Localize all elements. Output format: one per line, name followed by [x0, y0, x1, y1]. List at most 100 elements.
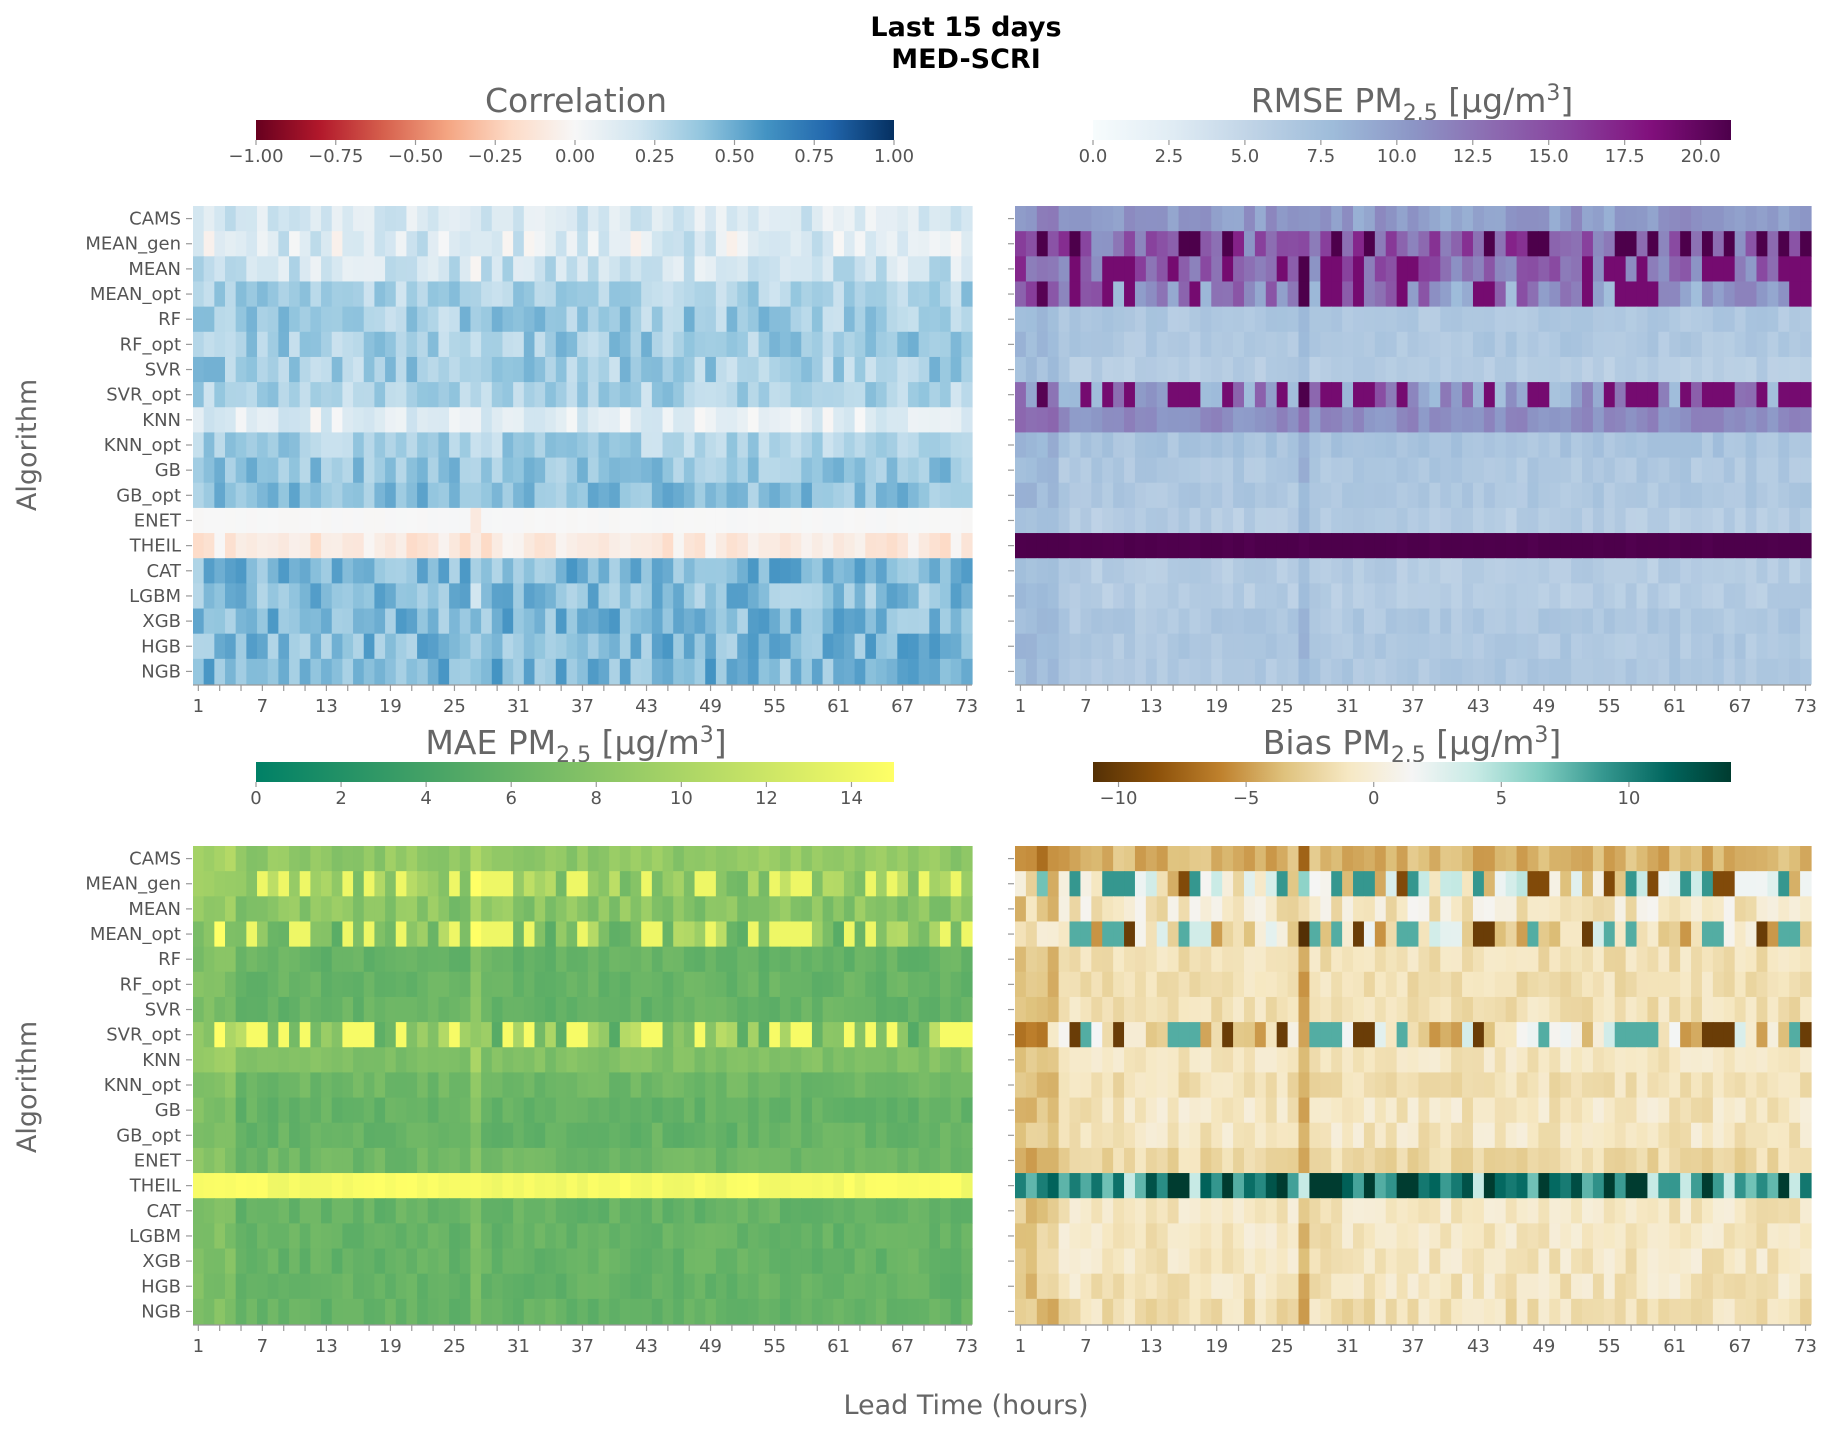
- heatmap-cell: [1712, 407, 1725, 434]
- heatmap-cell: [1276, 382, 1289, 408]
- heatmap-cell: [822, 871, 834, 897]
- heatmap-cell: [939, 231, 952, 257]
- heatmap-cell: [1516, 946, 1529, 973]
- heatmap-cell: [822, 633, 834, 660]
- heatmap-cell: [1625, 871, 1638, 897]
- heatmap-cell: [417, 457, 429, 484]
- heatmap-cell: [1091, 558, 1103, 584]
- heatmap-cell: [907, 457, 920, 484]
- heatmap-cell: [1516, 583, 1529, 610]
- heatmap-cell: [769, 382, 781, 408]
- heatmap-cell: [1462, 206, 1474, 232]
- heatmap-cell: [1440, 206, 1452, 232]
- heatmap-cell: [449, 331, 461, 358]
- heatmap-cell: [1516, 256, 1529, 283]
- heatmap-cell: [1472, 457, 1485, 484]
- heatmap-cell: [1549, 281, 1561, 308]
- heatmap-cell: [619, 382, 632, 408]
- heatmap-cell: [929, 356, 941, 383]
- heatmap-cell: [225, 1248, 237, 1275]
- heatmap-cell: [449, 871, 461, 897]
- heatmap-cell: [1385, 921, 1398, 948]
- heatmap-cell: [577, 558, 589, 584]
- heatmap-cell: [641, 896, 653, 923]
- heatmap-cell: [747, 1223, 760, 1250]
- heatmap-cell: [865, 407, 877, 434]
- heatmap-cell: [385, 583, 397, 610]
- heatmap-cell: [811, 1122, 824, 1149]
- heatmap-cell: [267, 658, 279, 685]
- heatmap-cell: [630, 996, 642, 1023]
- heatmap-cell: [1243, 407, 1256, 434]
- heatmap-cell: [694, 281, 706, 308]
- heatmap-cell: [1734, 558, 1747, 584]
- heatmap-cell: [1549, 658, 1561, 685]
- heatmap-cell: [758, 1047, 770, 1074]
- heatmap-cell: [214, 1022, 226, 1048]
- heatmap-cell: [769, 971, 781, 998]
- heatmap-cell: [619, 921, 632, 948]
- heatmap-cell: [1342, 921, 1354, 948]
- heatmap-cell: [321, 1022, 333, 1048]
- heatmap-cell: [491, 658, 504, 685]
- heatmap-cell: [406, 996, 418, 1023]
- heatmap-cell: [715, 846, 728, 872]
- heatmap-cell: [1472, 256, 1485, 283]
- heatmap-cell: [630, 1122, 642, 1149]
- heatmap-cell: [1723, 206, 1736, 232]
- heatmap-cell: [1353, 946, 1365, 973]
- heatmap-cell: [1113, 256, 1125, 283]
- heatmap-cell: [1134, 306, 1147, 333]
- heatmap-cell: [1462, 306, 1474, 333]
- heatmap-cell: [321, 1223, 333, 1250]
- heatmap-cell: [1407, 946, 1420, 973]
- heatmap-cell: [939, 921, 952, 948]
- heatmap-cell: [1015, 583, 1027, 610]
- heatmap-cell: [1767, 583, 1779, 610]
- heatmap-cell: [1494, 457, 1507, 484]
- heatmap-cell: [1647, 231, 1659, 257]
- heatmap-cell: [545, 281, 557, 308]
- heatmap-cell: [1680, 206, 1692, 232]
- heatmap-cell: [225, 256, 237, 283]
- heatmap-cell: [214, 407, 226, 434]
- heatmap-cell: [747, 608, 760, 635]
- heatmap-cell: [1756, 432, 1768, 459]
- heatmap-cell: [1701, 558, 1714, 584]
- heatmap-cell: [278, 633, 290, 660]
- heatmap-cell: [769, 306, 781, 333]
- heatmap-cell: [1407, 382, 1420, 408]
- heatmap-cell: [321, 206, 333, 232]
- heatmap-cell: [1287, 206, 1300, 232]
- heatmap-cell: [449, 1198, 461, 1224]
- heatmap-cell: [1789, 558, 1801, 584]
- heatmap-cell: [1385, 971, 1398, 998]
- heatmap-cell: [1472, 583, 1485, 610]
- heatmap-cell: [1374, 231, 1387, 257]
- heatmap-cell: [1734, 382, 1747, 408]
- heatmap-cell: [523, 1122, 536, 1149]
- heatmap-cell: [278, 331, 290, 358]
- heatmap-cell: [459, 971, 472, 998]
- heatmap-cell: [513, 533, 525, 559]
- heatmap-cell: [203, 1147, 215, 1174]
- heatmap-cell: [587, 896, 600, 923]
- heatmap-cell: [1211, 896, 1223, 923]
- heatmap-cell: [1800, 231, 1812, 257]
- heatmap-cell: [779, 921, 792, 948]
- heatmap-cell: [278, 1198, 290, 1224]
- panel-title-unit: [μg/m: [1438, 81, 1547, 120]
- heatmap-cell: [854, 231, 866, 257]
- heatmap-cell: [609, 846, 621, 872]
- heatmap-cell: [203, 1122, 215, 1149]
- heatmap-cell: [555, 896, 568, 923]
- heatmap-cell: [545, 331, 557, 358]
- heatmap-cell: [1025, 256, 1038, 283]
- heatmap-cell: [619, 846, 632, 872]
- heatmap-cell: [523, 1298, 536, 1325]
- heatmap-cell: [459, 846, 472, 872]
- heatmap-cell: [1767, 608, 1779, 635]
- heatmap-cell: [1538, 558, 1550, 584]
- heatmap-cell: [1429, 432, 1441, 459]
- heatmap-cell: [1451, 356, 1463, 383]
